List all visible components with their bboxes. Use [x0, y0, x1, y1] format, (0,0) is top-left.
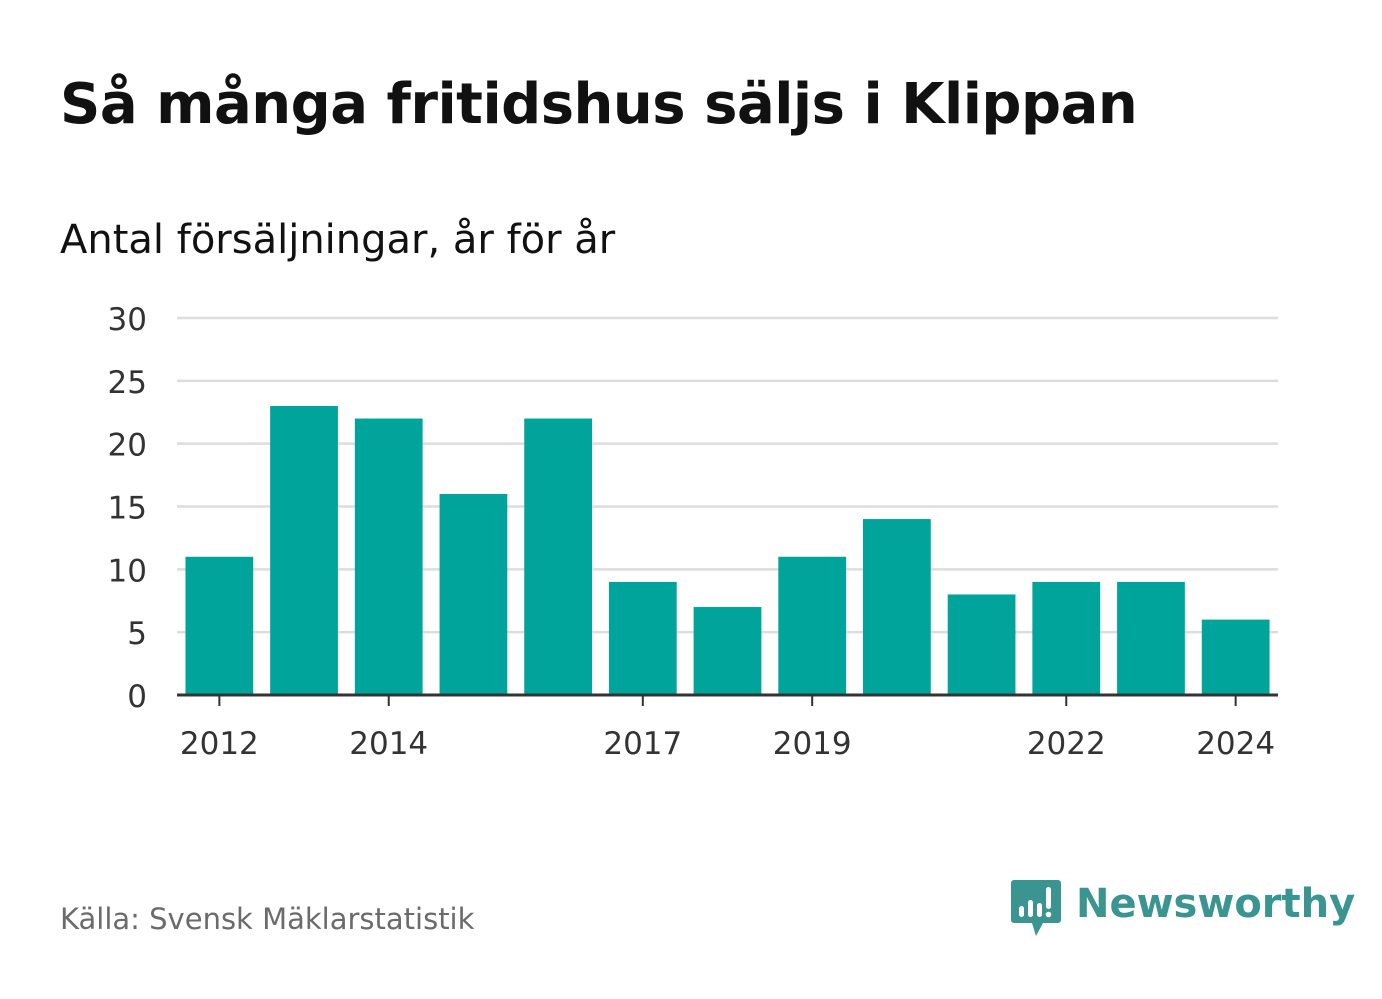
- x-tick-label: 2024: [1196, 726, 1275, 762]
- y-tick-label: 0: [127, 679, 147, 715]
- bar-2012: [185, 556, 254, 695]
- y-tick-label: 20: [108, 428, 147, 464]
- y-tick-label: 5: [127, 616, 147, 652]
- x-tick-label: 2019: [773, 726, 852, 762]
- bar-2018: [693, 607, 762, 695]
- y-tick-label: 15: [108, 491, 147, 527]
- y-axis-tick-labels: 0 5 10 15 20 25 30: [108, 302, 147, 715]
- bars: [185, 405, 1270, 695]
- x-tick-label: 2012: [180, 726, 259, 762]
- y-tick-label: 30: [108, 302, 147, 338]
- bar-2021: [947, 594, 1016, 695]
- bar-2020: [863, 519, 931, 695]
- bar-2014: [354, 418, 423, 695]
- newsworthy-logo[interactable]: Newsworthy: [1010, 878, 1355, 942]
- bar-2017: [608, 581, 677, 695]
- chart-subtitle: Antal försäljningar, år för år: [60, 217, 616, 263]
- bar-2013: [270, 405, 338, 695]
- brand-name: Newsworthy: [1076, 881, 1356, 927]
- bar-2022: [1032, 581, 1101, 695]
- bar-2016: [524, 418, 592, 695]
- bar-chart: 0 5 10 15 20 25 30 2012 2014 2017 2019 2022 2024: [108, 302, 1278, 762]
- source-note: Källa: Svensk Mäklarstatistik: [60, 902, 475, 936]
- chart-title: Så många fritidshus säljs i Klippan: [60, 72, 1138, 137]
- y-tick-label: 25: [108, 365, 147, 401]
- bar-2015: [439, 493, 508, 695]
- x-tick-label: 2022: [1027, 726, 1106, 762]
- gridlines: [177, 316, 1278, 634]
- y-tick-label: 10: [108, 553, 147, 589]
- x-tick-label: 2014: [349, 726, 428, 762]
- bar-2019: [778, 556, 847, 695]
- newsworthy-chart-bubble-icon: [1011, 880, 1061, 936]
- bar-2023: [1117, 581, 1185, 695]
- bar-2024: [1201, 619, 1270, 695]
- x-axis: [177, 693, 1278, 706]
- x-axis-tick-labels: 2012 2014 2017 2019 2022 2024: [180, 726, 1275, 762]
- x-tick-label: 2017: [603, 726, 682, 762]
